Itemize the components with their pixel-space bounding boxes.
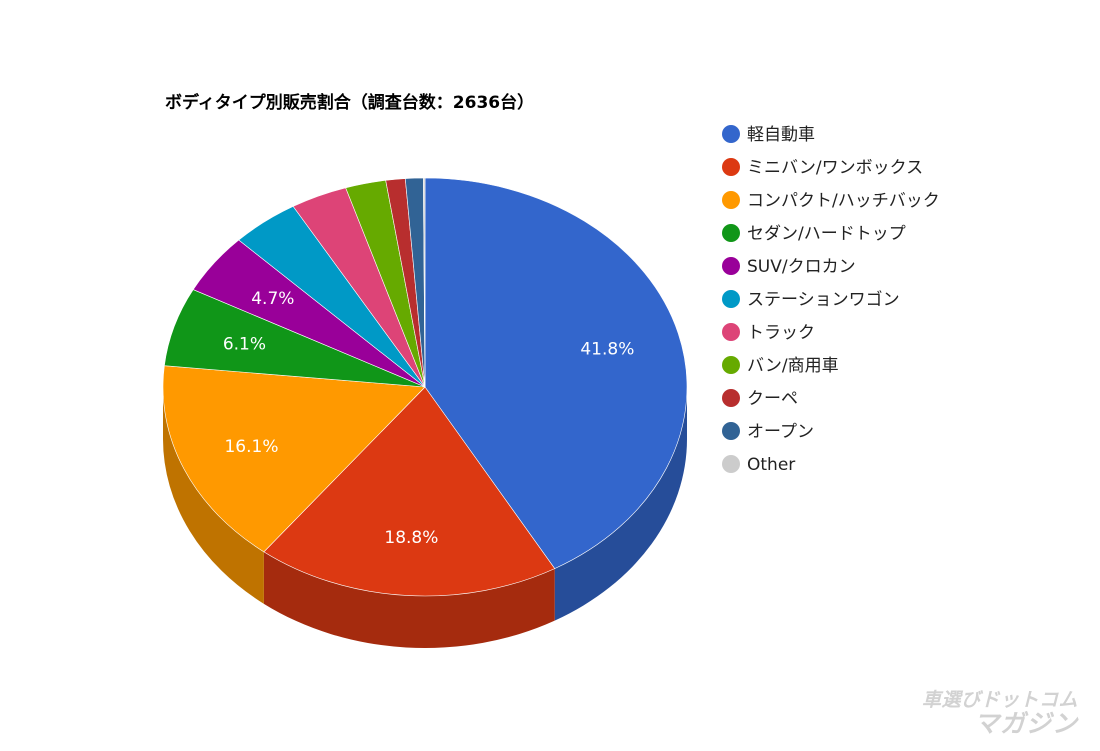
pie-slice-1 [263,386,556,597]
watermark-line1: 車選びドットコム [921,688,1078,711]
legend-label-2: コンパクト/ハッチバック [747,191,940,211]
pie-3d-sides [163,387,687,648]
slice-side-2 [163,387,264,604]
legend-label-10: Other [747,455,795,475]
slice-label-0: 41.8% [580,339,634,359]
legend-swatch-5 [722,290,740,308]
legend-swatch-9 [722,422,740,440]
pie-slice-2 [162,365,426,553]
legend-swatch-3 [722,224,740,242]
slice-label-1: 18.8% [384,528,438,548]
legend-label-6: トラック [747,323,815,343]
pie-slice-10 [423,177,426,388]
legend-label-9: オープン [747,422,814,442]
legend-label-7: バン/商用車 [747,356,839,376]
chart-title: ボディタイプ別販売割合（調査台数：2636台） [165,92,534,113]
legend-swatch-1 [722,158,740,176]
slice-label-2: 16.1% [224,437,278,457]
watermark-logo: 車選びドットコム マガジン [921,688,1078,738]
legend-label-1: ミニバン/ワンボックス [747,158,923,178]
pie-slices [162,177,688,597]
watermark-line2: マガジン [973,708,1078,738]
slice-side-0 [554,387,687,621]
slice-label-4: 4.7% [251,289,294,309]
legend-swatch-2 [722,191,740,209]
legend-label-8: クーペ [747,389,798,409]
legend-swatch-4 [722,257,740,275]
legend-swatch-10 [722,455,740,473]
slice-side-1 [263,551,555,648]
legend-swatch-6 [722,323,740,341]
legend-label-3: セダン/ハードトップ [747,224,906,244]
slice-label-3: 6.1% [223,334,266,354]
legend-swatch-7 [722,356,740,374]
legend-label-0: 軽自動車 [747,125,815,145]
legend-label-4: SUV/クロカン [747,257,856,277]
slice-labels: 41.8% 18.8% 16.1% 6.1% 4.7% [223,289,635,548]
legend-label-5: ステーションワゴン [747,289,900,310]
legend-swatch-0 [722,125,740,143]
pie-slice-0 [424,177,688,569]
legend-swatch-8 [722,389,740,407]
